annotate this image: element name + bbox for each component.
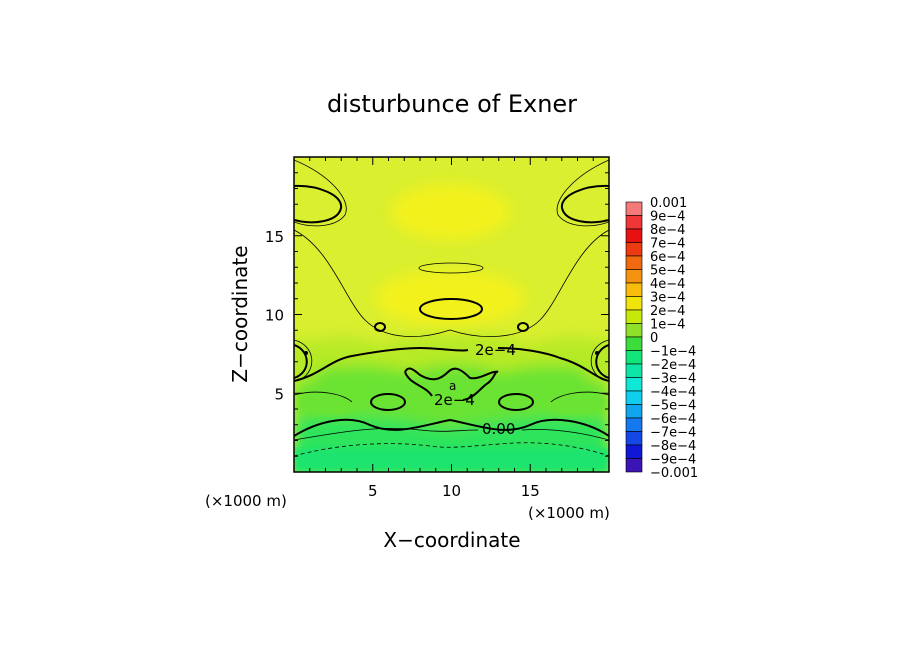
colorbar-label: −5e−4 xyxy=(650,399,696,414)
contour-mid-thin xyxy=(294,229,609,337)
colorbar-cell xyxy=(625,417,643,432)
colorbar-label: 0 xyxy=(650,331,658,346)
contour-center-ellipse xyxy=(419,298,483,320)
contour-zero xyxy=(294,427,609,441)
colorbar-cell xyxy=(625,431,643,446)
contour-2e-4-upper xyxy=(294,346,609,382)
colorbar-label: −6e−4 xyxy=(650,412,696,427)
y-tick-label: 10 xyxy=(265,307,284,325)
field-blob-left-green xyxy=(298,391,362,415)
colorbar-label: 6e−4 xyxy=(650,250,685,265)
contour-dot-left xyxy=(304,351,308,355)
contour-small-ellipse-top xyxy=(418,262,484,274)
colorbar-cell xyxy=(625,228,643,243)
colorbar-cell xyxy=(625,444,643,459)
x-tick-label: 10 xyxy=(442,482,461,500)
colorbar-label: 7e−4 xyxy=(650,237,685,252)
colorbar-cell xyxy=(625,296,643,311)
contour-inner-left-blob xyxy=(370,393,406,411)
contour-right-lobe-thick xyxy=(595,344,609,379)
colorbar-label: −4e−4 xyxy=(650,385,696,400)
colorbar-label: −2e−4 xyxy=(650,358,696,373)
field-blob-right-green xyxy=(543,391,607,415)
colorbar-cell xyxy=(625,458,643,473)
y-tick-label: 5 xyxy=(274,385,284,403)
colorbar-label: 2e−4 xyxy=(650,304,685,319)
y-tick-labels: 5 10 15 xyxy=(265,228,284,404)
colorbar-cell xyxy=(625,323,643,338)
colorbar-label: −0.001 xyxy=(650,466,698,481)
axis-ticks xyxy=(294,157,609,472)
x-unit-left: (×1000 m) xyxy=(205,492,287,510)
x-tick-label: 15 xyxy=(521,482,540,500)
field-blob-mid-upper xyxy=(375,270,525,326)
colorbar-labels: 0.0019e−48e−47e−46e−45e−44e−43e−42e−41e−… xyxy=(650,196,698,481)
colorbar-cell xyxy=(625,242,643,257)
colorbar-cell xyxy=(625,215,643,230)
x-axis-label: X−coordinate xyxy=(383,528,520,552)
colorbar-label: −7e−4 xyxy=(650,426,696,441)
y-axis-label: Z−coordinate xyxy=(228,245,252,382)
colorbar-cell xyxy=(625,309,643,324)
y-tick-label: 15 xyxy=(265,228,284,246)
colorbar-label: 3e−4 xyxy=(650,291,685,306)
colorbar-label: −3e−4 xyxy=(650,372,696,387)
colorbar-label: −8e−4 xyxy=(650,439,696,454)
contour-dot-right xyxy=(595,351,599,355)
colorbar-label: 0.001 xyxy=(650,196,687,211)
colorbar-cell xyxy=(625,336,643,351)
contour-inner-right-blob xyxy=(498,393,534,411)
contour-top-left xyxy=(294,159,347,227)
contour-negative-dashed xyxy=(294,442,609,457)
plot-area: 2e−4 2e−4 0.00 a xyxy=(294,157,609,472)
contour-small-left xyxy=(374,322,386,332)
colorbar-cell xyxy=(625,269,643,284)
contour-lower-thick xyxy=(294,418,609,437)
colorbar-label: 5e−4 xyxy=(650,264,685,279)
contour-label-upper: 2e−4 xyxy=(475,341,516,359)
colorbar-cell xyxy=(625,282,643,297)
field-blob-top xyxy=(390,184,510,240)
colorbar-label: 9e−4 xyxy=(650,210,685,225)
x-unit-right: (×1000 m) xyxy=(528,504,610,522)
contour-label-inner: 2e−4 xyxy=(434,391,475,409)
contour-label-zero: 0.00 xyxy=(482,420,515,438)
x-tick-labels: 5 10 15 xyxy=(368,482,540,500)
contour-top-right xyxy=(556,159,609,227)
colorbar-label: −1e−4 xyxy=(650,345,696,360)
contour-upper-left-lobe xyxy=(294,184,343,224)
colorbar xyxy=(625,201,643,473)
colorbar-label: 1e−4 xyxy=(650,318,685,333)
colorbar-cell xyxy=(625,363,643,378)
contour-label-a: a xyxy=(449,379,456,393)
colorbar-label: −9e−4 xyxy=(650,453,696,468)
colorbar-cell xyxy=(625,377,643,392)
colorbar-cell xyxy=(625,390,643,405)
colorbar-cell xyxy=(625,350,643,365)
x-tick-label: 5 xyxy=(368,482,378,500)
colorbar-cell xyxy=(625,201,643,216)
colorbar-cell xyxy=(625,255,643,270)
contour-2e-4-inner xyxy=(404,367,499,401)
contour-upper-right-lobe xyxy=(560,184,609,224)
chart-title: disturbunce of Exner xyxy=(327,90,577,118)
colorbar-label: 8e−4 xyxy=(650,223,685,238)
contour-left-lobe-thick xyxy=(294,344,308,379)
colorbar-label: 4e−4 xyxy=(650,277,685,292)
colorbar-cell xyxy=(625,404,643,419)
